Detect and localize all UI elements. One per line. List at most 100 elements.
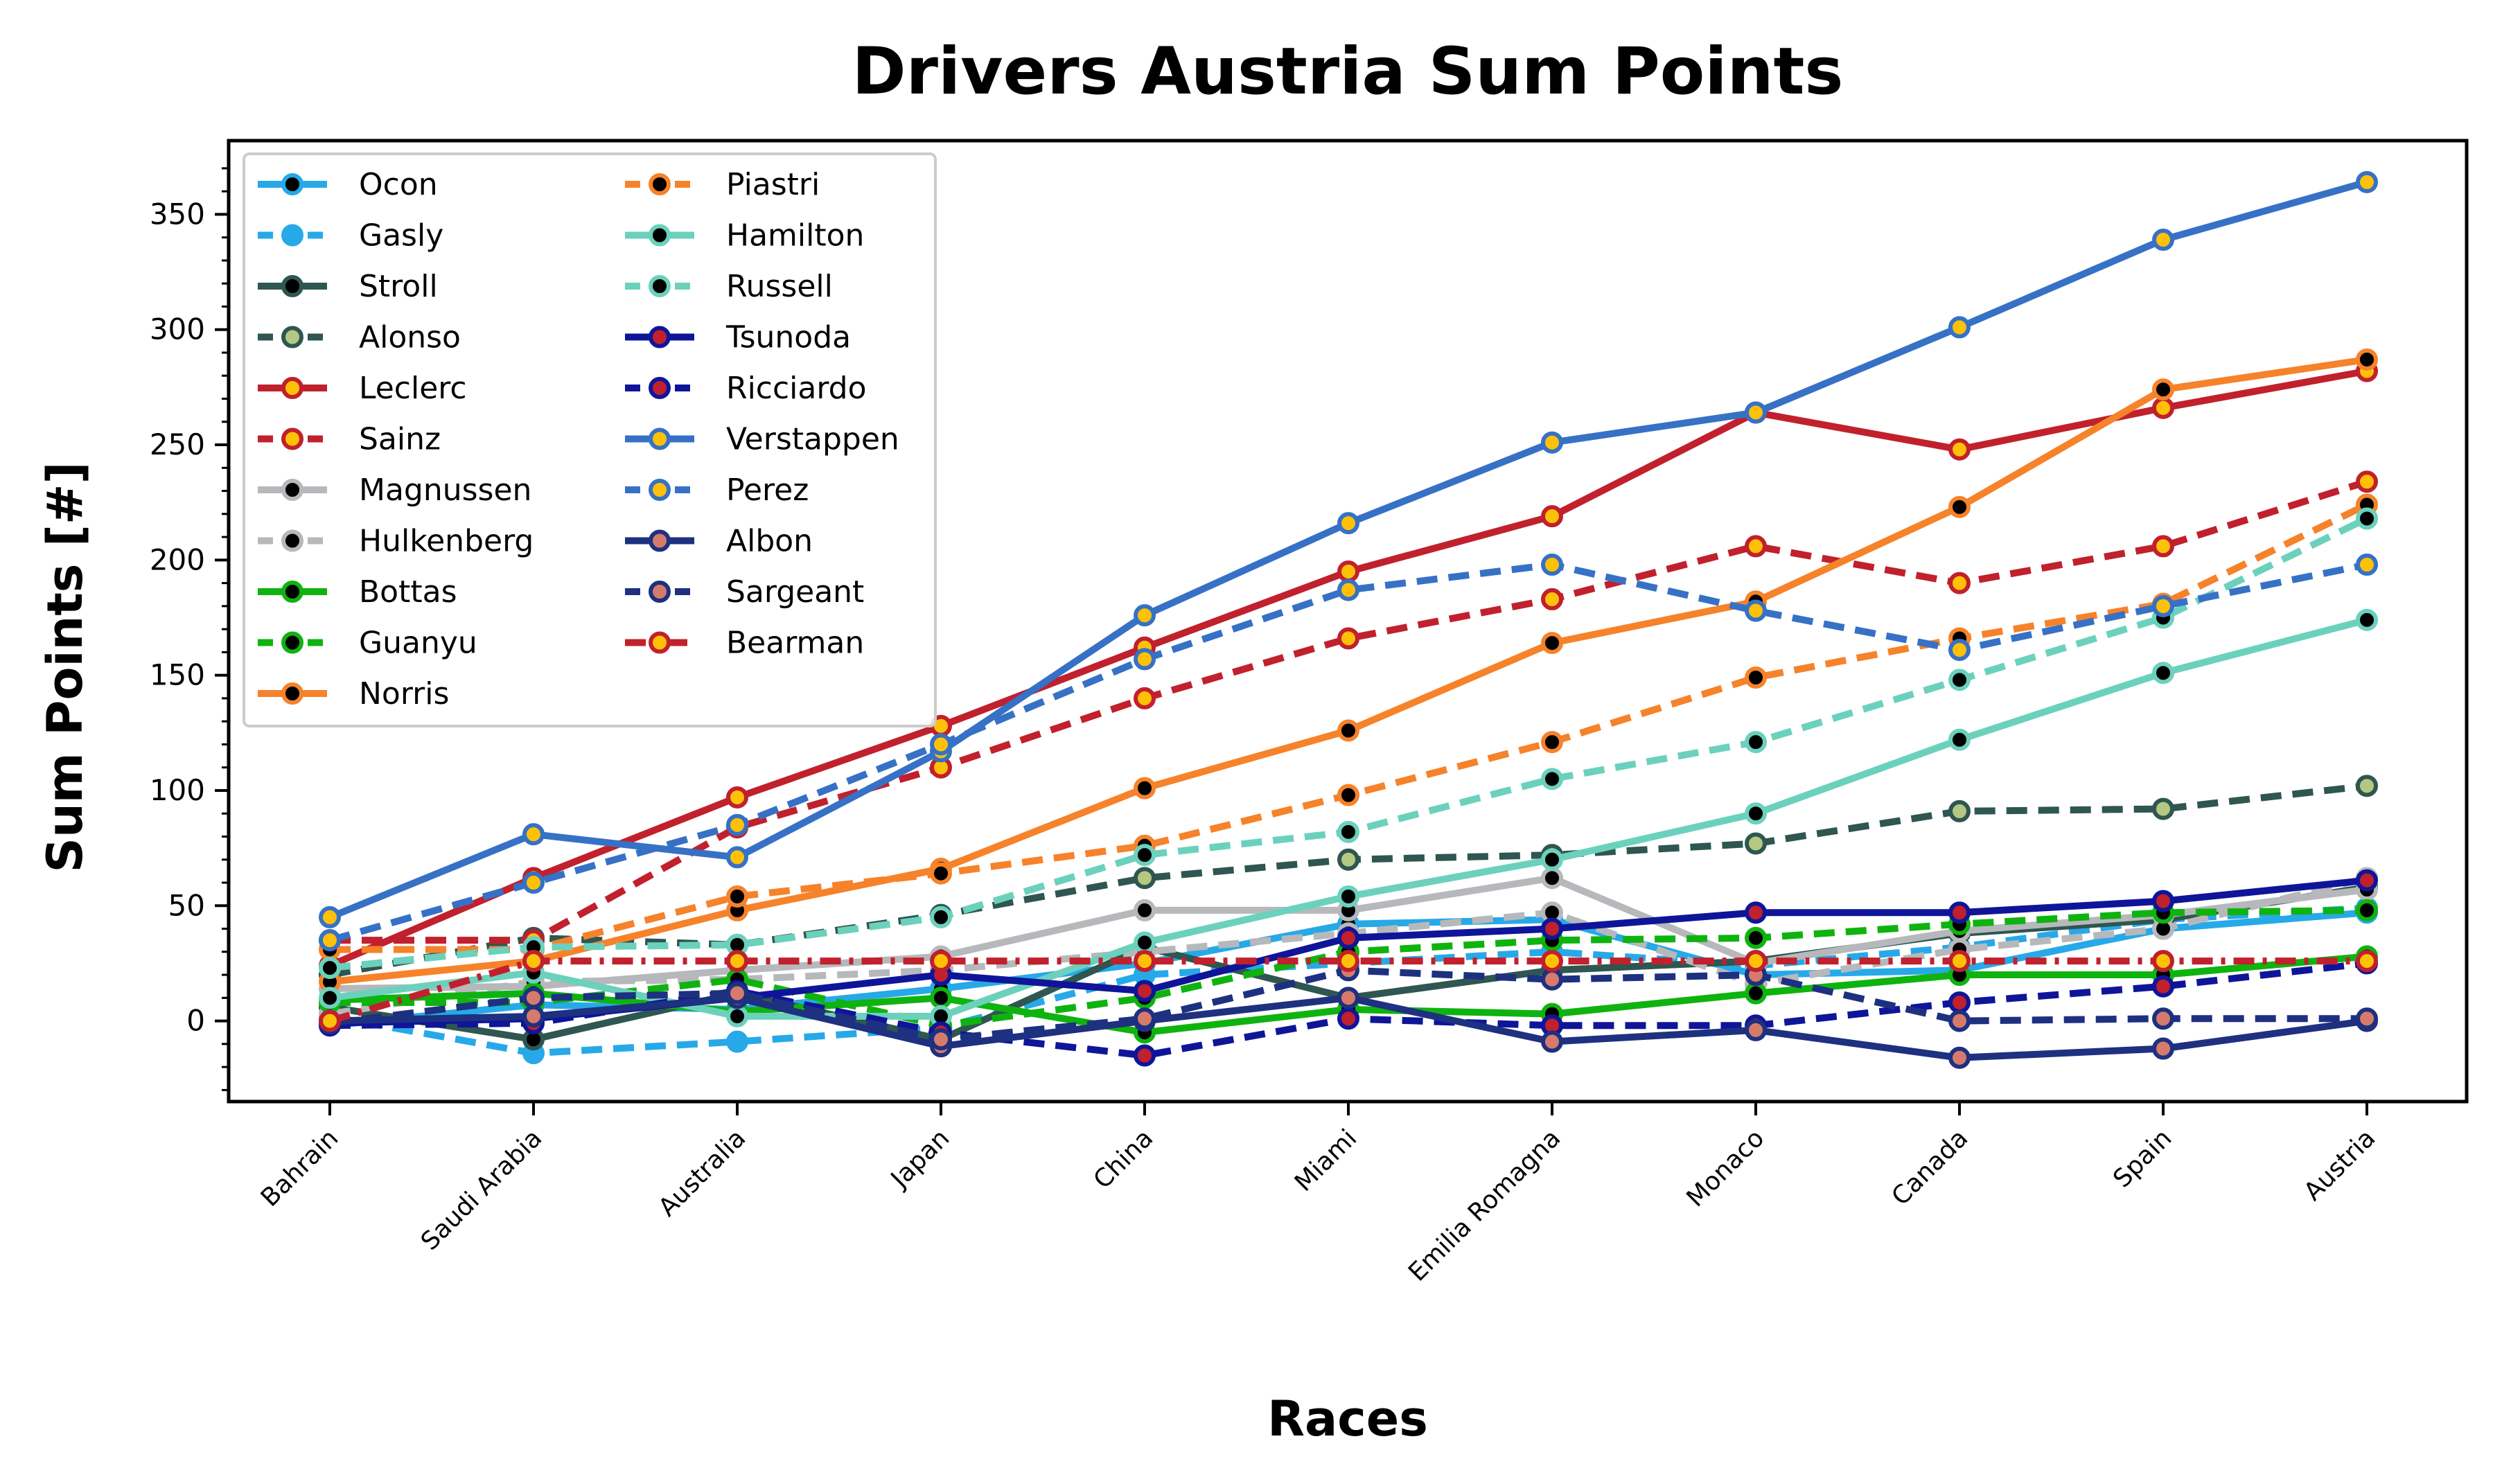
- series-line: [328, 561, 2368, 944]
- data-point: [2152, 890, 2174, 912]
- data-point: [2356, 899, 2378, 921]
- data-point: [2152, 229, 2174, 251]
- data-point: [2152, 378, 2174, 401]
- data-point: [930, 1028, 952, 1051]
- data-point: [1745, 950, 1767, 973]
- data-point: [2152, 535, 2174, 558]
- series-layer: [319, 170, 2378, 1069]
- legend-label: Magnussen: [359, 472, 531, 508]
- y-tick-label: 100: [150, 773, 205, 807]
- legend-label: Sargeant: [726, 574, 864, 610]
- data-point: [1948, 1046, 1971, 1069]
- data-point: [522, 823, 545, 846]
- data-point: [1541, 431, 1563, 454]
- legend-item: Perez: [625, 472, 809, 508]
- legend-item: Ricciardo: [625, 371, 867, 406]
- legend-marker: [281, 224, 303, 247]
- data-point: [930, 950, 952, 973]
- data-point: [1541, 731, 1563, 754]
- data-point: [1134, 899, 1156, 921]
- data-point: [1337, 578, 1359, 601]
- data-point: [1541, 505, 1563, 528]
- legend-item: Alonso: [258, 320, 461, 355]
- data-point: [2152, 1037, 2174, 1060]
- series-verstappen: [319, 170, 2378, 928]
- legend-label: Gasly: [359, 218, 443, 254]
- legend-marker: [649, 631, 671, 654]
- data-point: [1745, 832, 1767, 855]
- data-point: [522, 872, 545, 894]
- data-point: [726, 846, 748, 869]
- legend-item: Ocon: [258, 167, 438, 202]
- data-point: [1948, 1009, 1971, 1032]
- data-point: [1541, 950, 1563, 973]
- data-point: [2356, 608, 2378, 631]
- data-point: [2152, 797, 2174, 820]
- legend-marker: [281, 682, 303, 705]
- data-point: [2356, 470, 2378, 493]
- data-point: [1948, 800, 1971, 822]
- legend-marker: [649, 173, 671, 195]
- series-perez: [319, 554, 2378, 952]
- data-point: [726, 786, 748, 809]
- series-bearman: [319, 950, 2378, 1032]
- legend-marker: [649, 224, 671, 247]
- data-point: [1948, 639, 1971, 662]
- y-axis: 0 50 100 150 200 250 300 350: [150, 167, 229, 1091]
- data-point: [1948, 728, 1971, 751]
- data-point: [1745, 802, 1767, 825]
- legend-label: Piastri: [726, 167, 820, 202]
- data-point: [1134, 687, 1156, 709]
- data-point: [1134, 1007, 1156, 1030]
- legend-item: Russell: [625, 269, 833, 304]
- data-point: [2152, 594, 2174, 617]
- legend-label: Hamilton: [726, 218, 864, 254]
- data-point: [2356, 950, 2378, 973]
- legend-marker: [281, 427, 303, 450]
- data-point: [2356, 170, 2378, 193]
- legend-item: Hamilton: [625, 218, 864, 254]
- data-point: [2356, 775, 2378, 797]
- legend-marker: [281, 529, 303, 552]
- data-point: [1541, 554, 1563, 576]
- chart-title: Drivers Austria Sum Points: [852, 34, 1844, 109]
- data-point: [2152, 396, 2174, 419]
- data-point: [930, 862, 952, 885]
- data-point: [1541, 632, 1563, 655]
- data-point: [319, 906, 341, 928]
- data-point: [319, 1009, 341, 1032]
- legend-box: [243, 152, 937, 727]
- legend-label: Verstappen: [726, 422, 899, 457]
- y-tick-label: 350: [150, 197, 205, 231]
- legend-item: Hulkenberg: [258, 524, 534, 559]
- data-point: [930, 906, 952, 928]
- data-point: [930, 987, 952, 1009]
- legend-marker: [649, 275, 671, 297]
- data-point: [1948, 495, 1971, 518]
- legend-marker: [281, 326, 303, 348]
- data-point: [1134, 980, 1156, 1002]
- y-tick-label: 300: [150, 312, 205, 346]
- data-point: [2356, 1007, 2378, 1030]
- series-russell: [319, 507, 2378, 980]
- legend-item: Sargeant: [625, 574, 864, 610]
- data-point: [1337, 950, 1359, 973]
- data-point: [1541, 848, 1563, 871]
- data-point: [726, 885, 748, 908]
- data-point: [1745, 535, 1767, 558]
- data-point: [1948, 316, 1971, 339]
- legend-item: Bearman: [625, 626, 864, 661]
- data-point: [1337, 560, 1359, 583]
- legend-marker: [649, 479, 671, 501]
- legend-item: Bottas: [258, 574, 457, 610]
- data-point: [1337, 512, 1359, 535]
- data-point: [2356, 869, 2378, 892]
- data-point: [726, 1005, 748, 1027]
- data-point: [522, 987, 545, 1009]
- data-point: [1948, 438, 1971, 461]
- legend-item: Tsunoda: [625, 320, 851, 355]
- data-point: [1745, 599, 1767, 622]
- data-point: [1948, 669, 1971, 691]
- data-point: [726, 982, 748, 1005]
